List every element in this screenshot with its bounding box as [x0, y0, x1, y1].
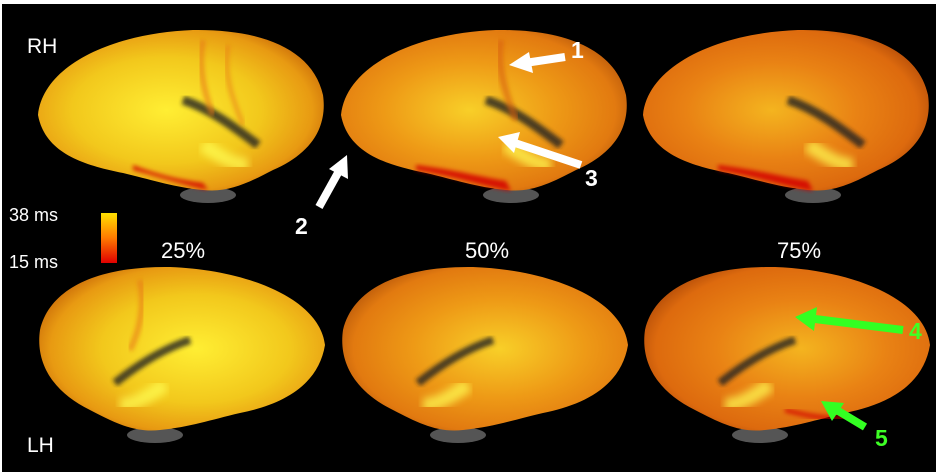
lh-25-sylvian-fissure	[112, 336, 192, 387]
rh-25-sylvian-fissure	[181, 95, 261, 149]
rh-25-brain	[38, 29, 324, 203]
rh-75-cortex	[643, 29, 929, 191]
lh-50-brain	[342, 266, 628, 443]
lh-25-cortex	[39, 266, 325, 431]
lh-75-cerebellum	[732, 427, 788, 443]
arrow-3-icon	[498, 132, 583, 169]
lh-50-cerebellum	[430, 427, 486, 443]
marker-4-label: 4	[909, 318, 922, 344]
rh-50-sylvian-fissure	[484, 95, 564, 149]
rh-label: RH	[27, 35, 58, 58]
rh-75-cerebellum	[785, 187, 841, 203]
brain-surface-figure	[38, 29, 930, 443]
rh-50-cortex	[341, 29, 627, 191]
lh-75-cortex	[644, 266, 930, 431]
marker-2-label: 2	[295, 213, 308, 239]
percentile-50-label: 50%	[465, 238, 510, 263]
lh-75-sylvian-fissure	[717, 336, 797, 387]
lh-25-brain	[39, 266, 325, 443]
arrow-4-icon	[795, 307, 904, 334]
percentile-25-label: 25%	[161, 238, 206, 263]
colorbar-min-label: 15 ms	[9, 252, 59, 272]
lh-50-sylvian-fissure	[415, 336, 495, 387]
lh-75-brain	[644, 266, 930, 443]
rh-25-cortex	[38, 29, 324, 191]
marker-5-label: 5	[875, 425, 888, 451]
lh-label: LH	[27, 434, 54, 457]
rh-75-sylvian-fissure	[786, 95, 866, 149]
arrow-2-icon	[315, 155, 348, 209]
marker-3-label: 3	[585, 165, 598, 191]
colorbar	[101, 213, 117, 263]
colorbar-max-label: 38 ms	[9, 205, 59, 225]
arrow-1-icon	[509, 52, 566, 73]
percentile-75-label: 75%	[777, 238, 822, 263]
figure-frame: RH LH 38 ms 15 ms 25% 50% 75% 1 2 3 4 5	[2, 4, 936, 472]
rh-75-brain	[643, 29, 929, 203]
rh-50-cerebellum	[483, 187, 539, 203]
lh-50-cortex	[342, 266, 628, 431]
rh-25-cerebellum	[180, 187, 236, 203]
marker-1-label: 1	[571, 37, 584, 63]
arrow-5-icon	[821, 401, 868, 431]
lh-25-cerebellum	[127, 427, 183, 443]
